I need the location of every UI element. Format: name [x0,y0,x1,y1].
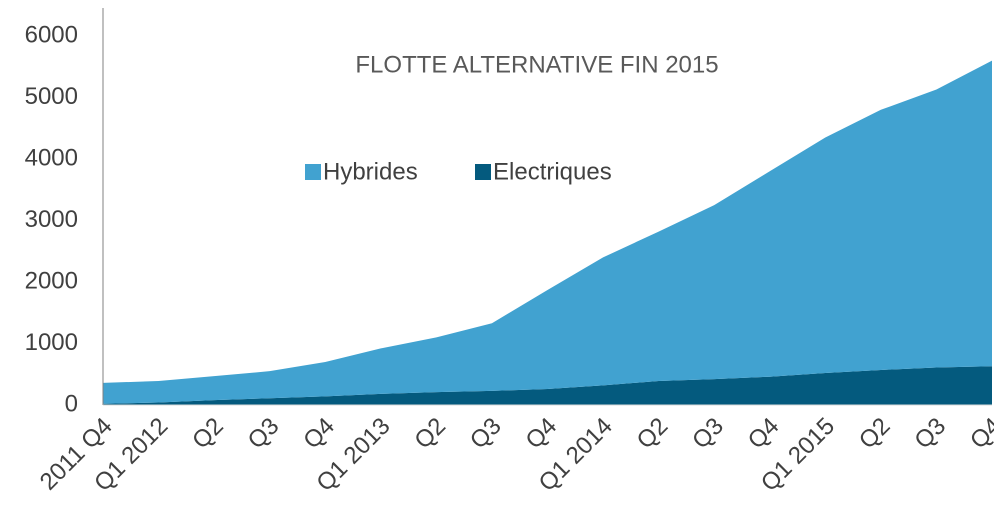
x-tick-label: Q3 [909,413,951,455]
x-tick-label: Q2 [409,413,451,455]
x-tick-label: Q4 [743,413,785,455]
x-tick-label: Q3 [243,413,285,455]
x-tick-label: Q4 [965,413,994,455]
y-tick-label: 1000 [25,329,78,356]
x-tick-label: Q2 [187,413,229,455]
x-tick-label: Q2 [854,413,896,455]
legend-swatch [305,164,321,180]
x-tick-label: Q2 [632,413,674,455]
legend-swatch [475,164,491,180]
legend-label: Hybrides [323,158,418,185]
x-tick-label: Q4 [298,413,340,455]
x-tick-label: Q3 [687,413,729,455]
area [103,366,992,405]
chart-title: FLOTTE ALTERNATIVE FIN 2015 [355,51,718,78]
y-tick-label: 6000 [25,21,78,48]
y-tick-label: 5000 [25,83,78,110]
x-tick-label: Q4 [520,413,562,455]
y-tick-label: 4000 [25,144,78,171]
y-tick-label: 2000 [25,267,78,294]
legend-label: Electriques [493,158,612,185]
y-tick-label: 3000 [25,206,78,233]
area [103,60,992,404]
x-tick-label: Q3 [465,413,507,455]
y-tick-label: 0 [65,390,78,417]
